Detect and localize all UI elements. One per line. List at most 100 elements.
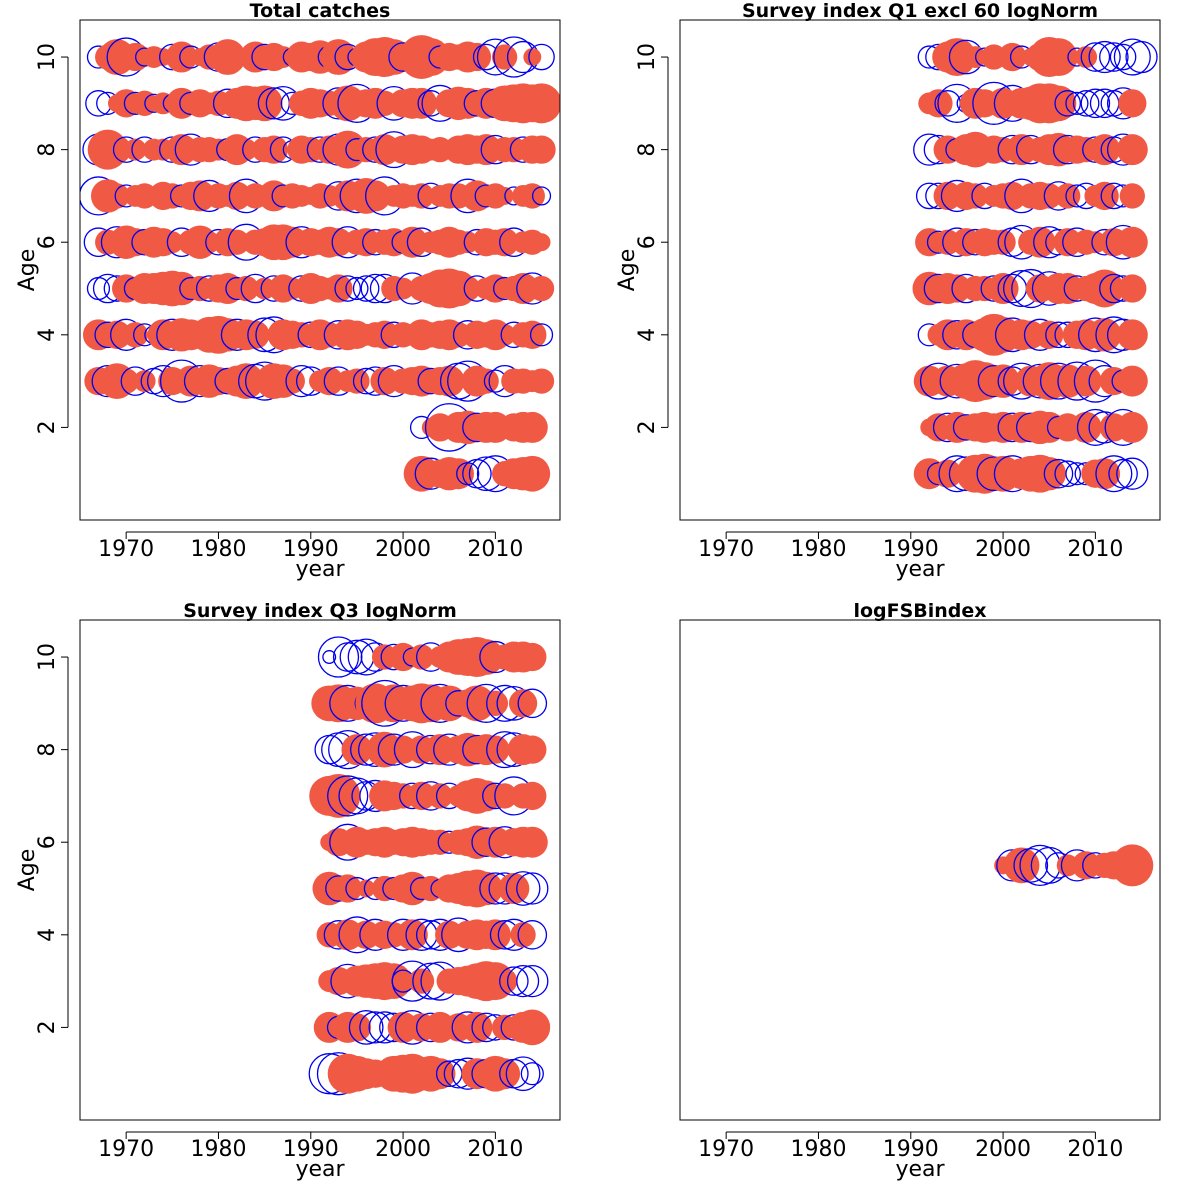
bubble-positive	[357, 879, 376, 898]
bubble-positive	[915, 228, 944, 257]
x-tick-label: 1990	[883, 1137, 939, 1162]
bubble-layer	[912, 37, 1158, 494]
bubble-positive	[1035, 320, 1064, 349]
bubble-positive	[1111, 844, 1154, 887]
bubble-positive	[1070, 365, 1102, 397]
bubble-positive	[507, 273, 539, 305]
bubble-positive	[259, 135, 288, 164]
panel-title: Survey index Q3 logNorm	[183, 600, 457, 622]
panel-title: Survey index Q1 excl 60 logNorm	[742, 0, 1098, 22]
bubble-positive	[370, 320, 399, 349]
bubble-positive	[1036, 183, 1062, 209]
bubble-negative	[1113, 38, 1151, 76]
bubble-positive	[102, 320, 132, 349]
bubble-negative	[1080, 88, 1111, 119]
bubble-positive	[1119, 183, 1145, 209]
bubble-negative	[505, 871, 541, 906]
bubble-positive	[937, 38, 976, 77]
bubble-negative	[334, 275, 361, 302]
bubble-negative	[1054, 460, 1081, 488]
x-tick-label: 1980	[790, 1137, 846, 1162]
y-tick-label: 8	[35, 743, 60, 757]
plot-frame	[679, 19, 1161, 521]
bubble-positive	[528, 275, 555, 302]
bubble-negative	[352, 275, 380, 302]
bubble-positive	[424, 1058, 456, 1090]
bubble-positive	[491, 44, 518, 70]
bubble-positive	[461, 180, 493, 212]
bubble-positive	[518, 642, 547, 672]
bubble-positive	[479, 919, 511, 951]
bubble-positive	[470, 134, 502, 166]
bubble-negative	[517, 920, 548, 950]
bubble-positive	[942, 274, 972, 303]
bubble-positive	[184, 180, 216, 212]
y-tick-label: 8	[635, 143, 660, 157]
y-tick-label: 6	[35, 835, 60, 849]
x-tick-label: 2010	[467, 537, 523, 562]
bubble-negative	[1109, 43, 1137, 71]
bubble-positive	[482, 690, 509, 716]
bubble-negative	[1088, 40, 1121, 74]
bubble-positive	[166, 41, 198, 73]
bubble-negative	[327, 775, 369, 817]
y-tick-label: 6	[635, 235, 660, 249]
bubble-positive	[122, 322, 149, 348]
bubble-positive	[408, 183, 435, 209]
y-tick-label: 6	[35, 235, 60, 249]
x-axis-label: year	[895, 557, 945, 582]
bubble-positive	[990, 229, 1016, 255]
y-tick-label: 10	[35, 43, 60, 71]
bubble-negative	[1054, 90, 1081, 117]
bubble-positive	[233, 275, 259, 302]
bubble-positive	[112, 89, 141, 118]
x-tick-label: 1970	[698, 537, 754, 562]
bubble-negative	[506, 964, 540, 998]
bubble-positive	[164, 271, 199, 306]
bubble-positive	[493, 323, 516, 346]
bubble-positive	[258, 180, 290, 212]
bubble-positive	[1053, 228, 1082, 257]
bubble-negative	[1080, 42, 1111, 72]
panel-2: Survey index Q1 excl 60 logNorm 1970 1980 1…	[615, 0, 1161, 582]
x-axis-label: year	[295, 1157, 345, 1182]
bubble-positive	[113, 368, 139, 394]
bubble-positive	[396, 919, 428, 951]
bubble-positive	[1116, 365, 1148, 397]
bubble-positive	[342, 1013, 372, 1042]
bubble-positive	[124, 138, 147, 161]
bubble-positive	[998, 42, 1027, 72]
bubble-positive	[1003, 847, 1040, 884]
y-axis-label: Age	[15, 249, 40, 292]
y-tick-label: 10	[35, 643, 60, 671]
bubble-positive	[235, 138, 258, 161]
bubble-positive	[246, 85, 283, 122]
bubble-positive	[1116, 226, 1148, 258]
x-tick-label: 2010	[1067, 1137, 1123, 1162]
bubble-positive	[455, 275, 481, 302]
bubble-positive	[469, 871, 503, 906]
x-tick-label: 1970	[98, 1137, 154, 1162]
bubble-positive	[481, 274, 510, 303]
x-tick-label: 1990	[883, 537, 939, 562]
bubble-positive	[1032, 456, 1066, 491]
bubble-positive	[508, 689, 538, 718]
bubble-positive	[518, 320, 547, 349]
bubble-negative	[348, 1010, 384, 1045]
x-tick-label: 2000	[375, 1137, 431, 1162]
bubble-positive	[521, 83, 560, 124]
bubble-negative	[499, 966, 529, 996]
bubble-positive	[1052, 273, 1084, 305]
bubble-negative	[516, 872, 549, 905]
bubble-positive	[491, 783, 518, 809]
bubble-positive	[1116, 134, 1148, 166]
panel-4: logFSBindex 1970 1980 1990 2000 2010 year	[679, 600, 1161, 1182]
panel-title: logFSBindex	[853, 600, 986, 622]
x-tick-label: 1980	[790, 537, 846, 562]
bubble-positive	[352, 228, 381, 257]
bubble-positive	[341, 734, 373, 766]
bubble-positive	[1089, 458, 1121, 490]
bubble-positive	[514, 1009, 551, 1046]
bubble-positive	[962, 183, 989, 209]
bubble-negative	[1116, 457, 1149, 490]
